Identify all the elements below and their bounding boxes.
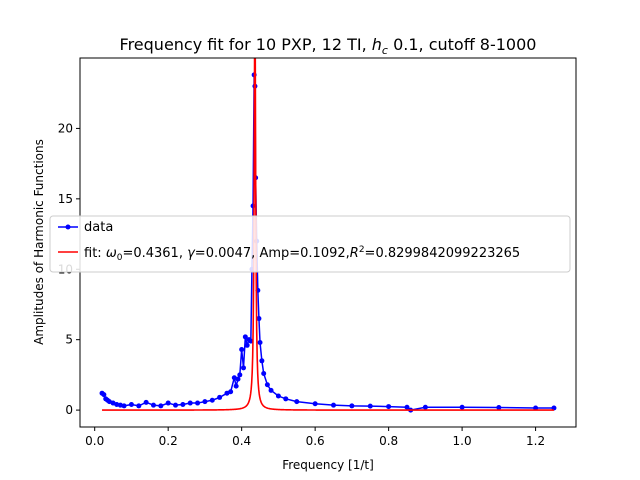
x-tick-label: 0.2 bbox=[159, 434, 178, 448]
x-tick-label: 1.2 bbox=[526, 434, 545, 448]
legend-fit-label: fit: ω0=0.4361, γ=0.0047, Amp=0.1092,R2=… bbox=[84, 245, 520, 263]
data-point bbox=[165, 400, 171, 406]
data-point bbox=[367, 403, 373, 409]
data-point bbox=[209, 397, 215, 403]
plot-area bbox=[99, 58, 557, 413]
x-tick-label: 1.0 bbox=[453, 434, 472, 448]
data-point bbox=[259, 358, 265, 364]
data-point bbox=[275, 393, 281, 399]
data-point bbox=[496, 405, 502, 411]
data-point bbox=[283, 396, 289, 402]
data-point bbox=[349, 403, 355, 409]
data-point bbox=[264, 382, 270, 388]
x-tick-label: 0.6 bbox=[306, 434, 325, 448]
data-point bbox=[233, 383, 239, 389]
chart-title: Frequency fit for 10 PXP, 12 TI, hc 0.1,… bbox=[120, 35, 537, 57]
data-point bbox=[237, 372, 243, 378]
data-point bbox=[180, 401, 186, 407]
data-point bbox=[158, 403, 164, 409]
fit-series-line bbox=[102, 58, 554, 411]
y-axis-label: Amplitudes of Harmonic Functions bbox=[32, 139, 46, 345]
data-point bbox=[422, 404, 428, 410]
data-point bbox=[150, 402, 156, 408]
data-point bbox=[386, 404, 392, 410]
x-tick-label: 0.4 bbox=[232, 434, 251, 448]
legend-data-label: data bbox=[84, 220, 113, 235]
x-tick-label: 0.8 bbox=[379, 434, 398, 448]
data-point bbox=[101, 392, 107, 398]
data-point bbox=[228, 389, 234, 395]
x-tick-label: 0.0 bbox=[85, 434, 104, 448]
data-point bbox=[268, 387, 274, 393]
data-point bbox=[256, 316, 262, 322]
data-point bbox=[195, 400, 201, 406]
x-axis: 0.0 0.2 0.4 0.6 0.8 1.0 1.2 bbox=[85, 427, 545, 448]
legend-box bbox=[49, 215, 571, 273]
data-point bbox=[459, 404, 465, 410]
data-point bbox=[235, 376, 241, 382]
data-point bbox=[187, 400, 193, 406]
y-tick-label: 20 bbox=[58, 121, 73, 135]
x-axis-label: Frequency [1/t] bbox=[282, 458, 374, 472]
data-point bbox=[242, 334, 248, 340]
y-tick-label: 5 bbox=[65, 333, 73, 347]
data-point bbox=[312, 401, 318, 407]
data-point bbox=[128, 401, 134, 407]
y-tick-label: 15 bbox=[58, 192, 73, 206]
data-point bbox=[261, 370, 267, 376]
data-point bbox=[244, 342, 250, 348]
data-point bbox=[217, 394, 223, 400]
data-point bbox=[533, 405, 539, 411]
data-point bbox=[294, 399, 300, 405]
data-point bbox=[257, 340, 263, 345]
data-point bbox=[121, 403, 127, 409]
y-tick-label: 0 bbox=[65, 403, 73, 417]
data-point bbox=[248, 338, 254, 344]
data-point bbox=[331, 402, 337, 408]
data-point bbox=[202, 399, 208, 405]
data-point bbox=[241, 365, 246, 371]
data-point bbox=[239, 347, 245, 353]
data-point bbox=[136, 403, 142, 409]
data-point bbox=[143, 399, 149, 405]
data-point bbox=[404, 404, 410, 410]
data-point bbox=[173, 402, 179, 408]
legend-data-marker bbox=[65, 224, 71, 230]
data-point bbox=[551, 405, 557, 411]
legend: data fit: ω0=0.4361, γ=0.0047, Amp=0.109… bbox=[49, 215, 571, 273]
